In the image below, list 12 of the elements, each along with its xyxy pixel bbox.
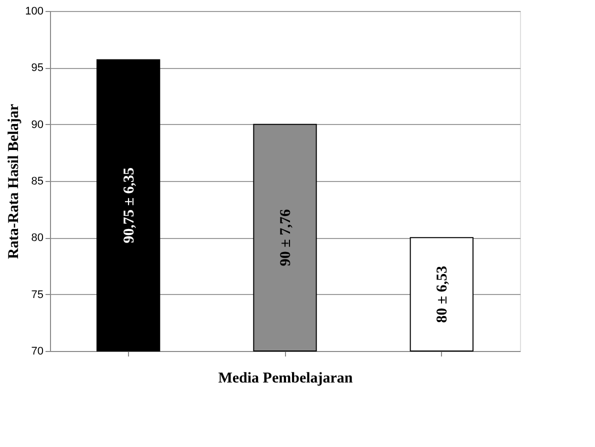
y-tick-label: 100 (25, 6, 44, 18)
annotation: 80 ± 6,53 (434, 266, 451, 323)
y-tick-label: 75 (31, 288, 44, 301)
y-tick-label: 80 (31, 232, 44, 244)
annotation: 90 ± 7,76 (278, 208, 294, 266)
y-tick-label: 90 (31, 118, 44, 131)
y-axis-title: Rata-Rata Hasil Belajar (6, 104, 22, 259)
annotation: 90,75 ± 6,35 (121, 168, 138, 244)
x-axis-title: Media Pembelajaran (218, 370, 354, 386)
y-tick-label: 95 (31, 62, 44, 74)
y-tick-label: 85 (31, 176, 44, 188)
y-tick-label: 70 (31, 346, 44, 358)
